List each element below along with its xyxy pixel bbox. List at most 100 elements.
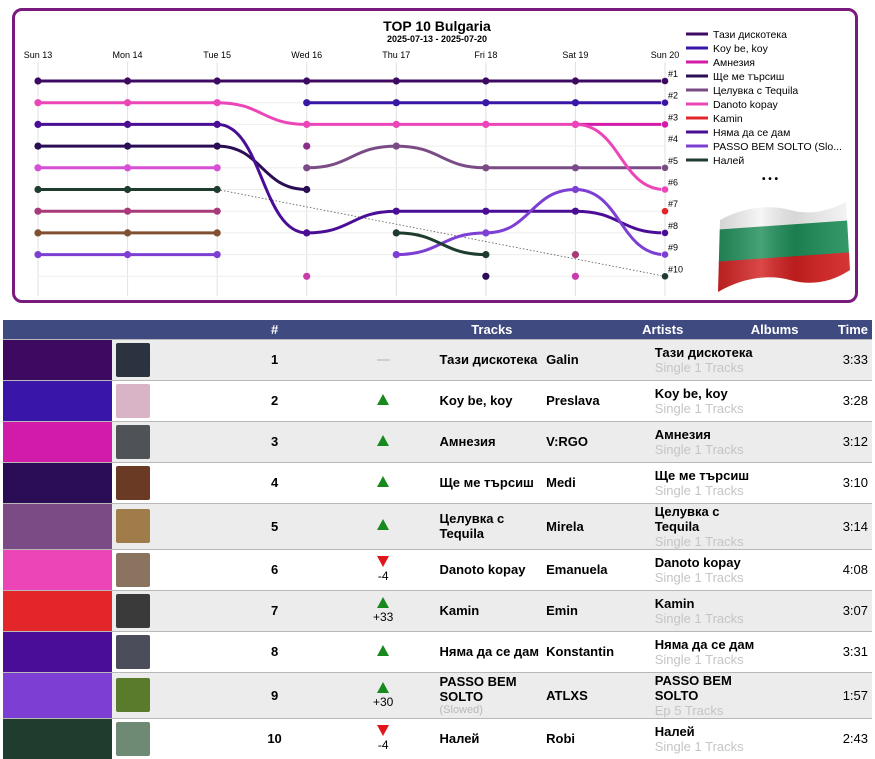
table-row[interactable]: 4 Ще ме търсиш Medi Ще ме търсиш Single 1 Tr…	[3, 461, 872, 503]
series-point	[392, 99, 400, 107]
table-row[interactable]: 1 Тази дискотека Galin Тази дискотека Single…	[3, 338, 872, 380]
cover-thumbnail[interactable]	[115, 424, 150, 459]
series-point	[123, 120, 132, 128]
series-end-point	[661, 228, 669, 237]
track-title[interactable]: Ще ме търсиш	[439, 475, 534, 490]
row-rank: 3	[220, 420, 329, 462]
series-point	[303, 99, 311, 107]
track-title[interactable]: Целувка с Tequila	[439, 511, 505, 541]
header-tracks[interactable]: Tracks	[471, 321, 513, 337]
series-end-point	[661, 77, 669, 85]
track-title[interactable]: Kamin	[439, 603, 480, 618]
rank-change	[328, 379, 438, 421]
album-title[interactable]: Целувка с Tequila	[654, 503, 720, 534]
track-duration: 3:07	[763, 589, 872, 631]
table-row[interactable]: 9 +30 PASSO BEM SOLTO (Slowed) ATLXS PASSO BE…	[3, 671, 872, 718]
artist-name[interactable]: Mirela	[546, 502, 655, 549]
album-title[interactable]: Kamin	[654, 595, 695, 611]
row-color-strip	[3, 461, 112, 503]
series-point	[482, 251, 490, 259]
artist-name[interactable]: Emanuela	[546, 548, 655, 590]
header-rank[interactable]: #	[270, 321, 279, 337]
table-row[interactable]: 2 Koy be, koy Preslava Koy be, koy Single 1 …	[3, 379, 872, 421]
track-title[interactable]: Налей	[439, 731, 480, 747]
rank-label: #5	[668, 156, 678, 166]
album-title[interactable]: Амнезия	[654, 426, 711, 442]
series-point	[303, 229, 311, 237]
cover-thumbnail[interactable]	[115, 465, 150, 500]
cover-thumbnail[interactable]	[115, 552, 150, 587]
series-point	[482, 207, 490, 215]
artist-name[interactable]: Robi	[546, 717, 655, 759]
artist-name[interactable]: Preslava	[546, 379, 655, 421]
track-history-point	[303, 142, 311, 150]
track-history-point	[213, 229, 221, 237]
row-color-strip	[3, 338, 112, 380]
rank-change	[328, 502, 438, 549]
row-color-strip	[3, 548, 112, 590]
track-title[interactable]: Няма да се дам	[439, 644, 540, 659]
track-title[interactable]: Амнезия	[439, 434, 496, 449]
row-color-strip	[3, 671, 112, 718]
cover-thumbnail[interactable]	[115, 383, 150, 418]
trend-up-icon	[377, 597, 390, 608]
album-title[interactable]: Koy be, koy	[654, 385, 728, 401]
series-point	[123, 251, 132, 259]
row-rank: 6	[220, 548, 329, 590]
track-title[interactable]: Тази дискотека	[439, 352, 538, 367]
artist-name[interactable]: Konstantin	[546, 630, 655, 672]
series-point	[482, 272, 490, 280]
table-row[interactable]: 10 -4 Налей Robi Налей Single 1 Tracks 2:43	[3, 717, 872, 759]
track-title[interactable]: Danoto kopay	[439, 562, 526, 577]
dotted-trend-line	[217, 189, 666, 277]
artist-name[interactable]: V:RGO	[546, 420, 655, 462]
cover-thumbnail[interactable]	[115, 634, 150, 669]
series-point	[482, 164, 490, 172]
cover-thumbnail[interactable]	[115, 509, 150, 543]
album-info: Single 1 Tracks	[654, 400, 744, 416]
album-title[interactable]: Налей	[654, 723, 695, 739]
legend-entry: Ще ме търсиш	[713, 71, 784, 83]
legend-entry: Амнезия	[713, 57, 755, 69]
series-point	[571, 77, 580, 85]
legend-entry: Danoto kopay	[713, 99, 779, 111]
rank-chart: Sun 13 Mon 14 Tue 15 Wed 16 Thu 17 Fri 18 Sat …	[24, 18, 842, 296]
artist-name[interactable]: Galin	[546, 338, 655, 380]
legend-more: • • •	[762, 174, 779, 185]
track-duration: 2:43	[763, 717, 872, 759]
track-title[interactable]: Koy be, koy	[439, 393, 513, 408]
table-row[interactable]: 7 +33 Kamin Emin Kamin Single 1 Tracks 3:07	[3, 589, 872, 631]
album-title[interactable]: Няма да се дам	[654, 636, 755, 652]
cover-thumbnail[interactable]	[115, 593, 150, 628]
track-history-point	[303, 272, 311, 280]
series-point	[392, 251, 400, 259]
track-title[interactable]: PASSO BEM SOLTO	[439, 674, 517, 704]
series-end-point	[661, 98, 669, 107]
series-point	[482, 99, 490, 107]
table-row[interactable]: 5 Целувка с Tequila Mirela Целувка с Tequil…	[3, 502, 872, 549]
header-albums[interactable]: Albums	[750, 321, 799, 337]
legend-entry: Koy be, koy	[713, 43, 769, 55]
table-row[interactable]: 3 Амнезия V:RGO Амнезия Single 1 Tracks 3:12	[3, 420, 872, 462]
cover-thumbnail[interactable]	[115, 678, 150, 712]
header-time[interactable]: Time	[837, 321, 868, 337]
album-title[interactable]: Danoto kopay	[654, 554, 741, 570]
table-row[interactable]: 6 -4 Danoto kopay Emanuela Danoto kopay Singl…	[3, 548, 872, 590]
row-color-strip	[3, 502, 112, 549]
table-row[interactable]: 8 Няма да се дам Konstantin Няма да се дам S…	[3, 630, 872, 672]
series-point	[123, 142, 132, 150]
series-line	[394, 187, 667, 257]
artist-name[interactable]: ATLXS	[546, 671, 655, 718]
row-rank: 2	[220, 379, 329, 421]
artist-name[interactable]: Emin	[546, 589, 655, 631]
cover-thumbnail[interactable]	[115, 721, 150, 756]
album-title[interactable]: PASSO BEM SOLTO	[654, 672, 732, 703]
series-end-point	[661, 207, 669, 216]
album-info: Single 1 Tracks	[654, 482, 744, 498]
album-title[interactable]: Ще ме търсиш	[654, 467, 750, 483]
album-title[interactable]: Тази дискотека	[654, 344, 753, 360]
header-artists[interactable]: Artists	[642, 321, 684, 337]
cover-thumbnail[interactable]	[115, 342, 150, 377]
legend-entry: Налей	[713, 155, 744, 167]
artist-name[interactable]: Medi	[546, 461, 655, 503]
